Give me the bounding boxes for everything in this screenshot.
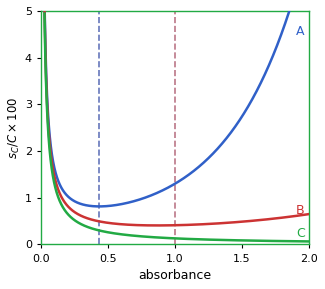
Text: C: C	[296, 227, 305, 240]
Text: A: A	[296, 25, 304, 38]
Y-axis label: $s_C/C\times100$: $s_C/C\times100$	[7, 97, 22, 159]
X-axis label: absorbance: absorbance	[138, 269, 212, 282]
Text: B: B	[296, 204, 305, 217]
